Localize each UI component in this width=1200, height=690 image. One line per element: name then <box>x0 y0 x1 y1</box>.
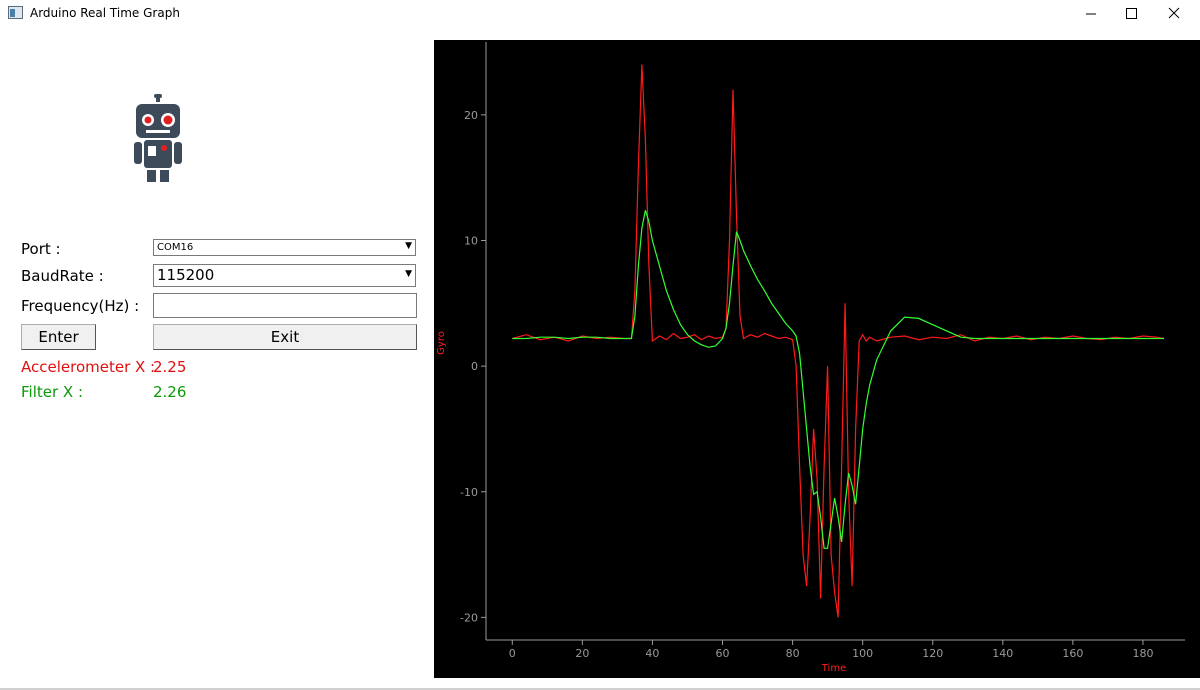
baud-combo[interactable]: 115200 ▼ <box>153 264 416 287</box>
bottom-edge <box>0 688 1200 690</box>
x-tick-label: 140 <box>992 647 1013 660</box>
app-icon <box>8 6 23 19</box>
chart: Time Gyro -20 -10 0 10 20 0 20 40 60 80 100 120 140 1… <box>434 40 1200 678</box>
x-tick-label: 0 <box>509 647 516 660</box>
x-tick-label: 80 <box>786 647 800 660</box>
y-tick-label: 0 <box>471 360 478 373</box>
y-tick-label: 10 <box>464 234 478 247</box>
x-tick-label: 60 <box>716 647 730 660</box>
filter-label: Filter X : <box>21 383 84 401</box>
dropdown-arrow: ▼ <box>405 269 412 279</box>
x-tick-label: 180 <box>1132 647 1153 660</box>
baud-value: 115200 <box>157 266 215 284</box>
y-tick-label: -10 <box>460 486 478 499</box>
x-axis-label: Time <box>821 663 846 674</box>
x-tick-label: 40 <box>645 647 659 660</box>
port-label: Port : <box>21 240 61 258</box>
y-axis-label: Gyro <box>436 331 447 355</box>
baud-label: BaudRate : <box>21 267 104 285</box>
robot-icon <box>134 94 182 182</box>
x-tick-label: 20 <box>575 647 589 660</box>
freq-input[interactable] <box>153 293 417 318</box>
enter-button[interactable]: Enter <box>21 324 96 350</box>
y-tick-label: 20 <box>464 109 478 122</box>
x-tick-label: 160 <box>1062 647 1083 660</box>
freq-label: Frequency(Hz) : <box>21 297 140 315</box>
accel-label: Accelerometer X : <box>21 358 156 376</box>
accel-value: 2.25 <box>153 358 187 376</box>
series-line <box>512 210 1164 549</box>
window-title: Arduino Real Time Graph <box>30 6 180 20</box>
filter-value: 2.26 <box>153 383 187 401</box>
dropdown-arrow: ▼ <box>405 241 412 251</box>
title-bar: Arduino Real Time Graph <box>0 0 1200 28</box>
exit-button[interactable]: Exit <box>153 324 417 350</box>
series-line <box>512 64 1165 618</box>
x-tick-label: 100 <box>852 647 873 660</box>
x-tick-label: 120 <box>922 647 943 660</box>
y-tick-label: -20 <box>460 611 478 624</box>
port-value: COM16 <box>157 242 194 253</box>
window-controls[interactable] <box>1060 0 1200 28</box>
port-combo[interactable]: COM16 ▼ <box>153 239 416 256</box>
